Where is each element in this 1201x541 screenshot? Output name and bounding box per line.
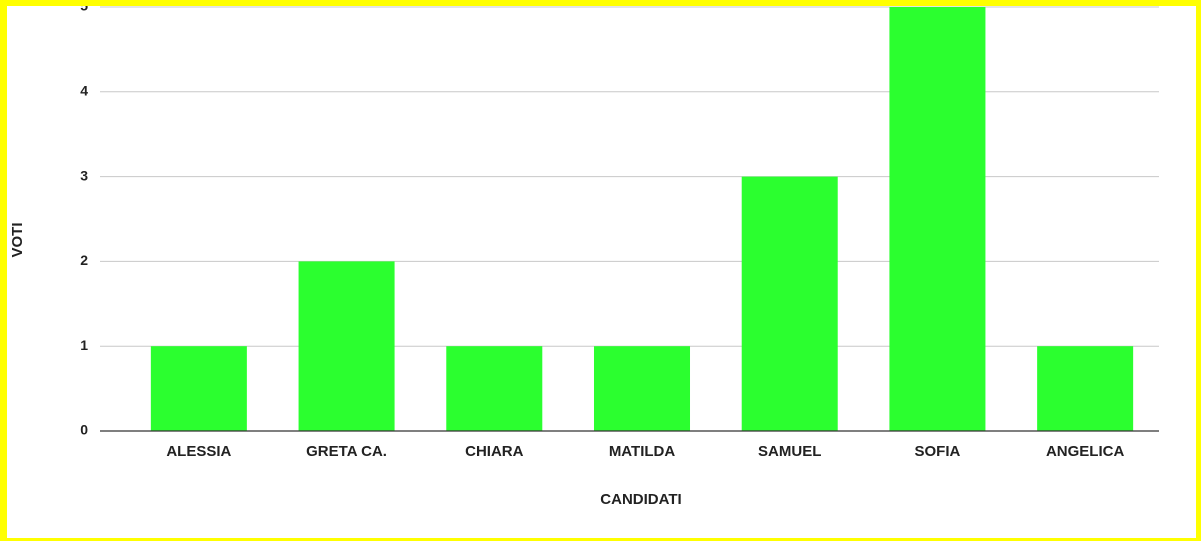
y-tick-label: 4 [80, 83, 88, 99]
bar [741, 176, 838, 431]
frame-top [0, 0, 1201, 6]
frame-left [0, 0, 7, 541]
y-tick-label: 2 [80, 252, 88, 268]
frame-bottom [0, 538, 1201, 541]
x-tick-label: SAMUEL [758, 443, 821, 460]
frame-right [1196, 0, 1201, 541]
x-tick-label: MATILDA [609, 443, 676, 460]
y-tick-label: 3 [80, 167, 88, 183]
x-axis-title: CANDIDATI [600, 491, 681, 508]
y-tick-label: 1 [80, 337, 88, 353]
bar [150, 346, 247, 431]
bar [889, 7, 986, 431]
bar [593, 346, 691, 431]
x-tick-label: ANGELICA [1046, 443, 1125, 460]
x-tick-label: ALESSIA [166, 443, 231, 460]
bar [446, 346, 543, 431]
x-tick-label: CHIARA [465, 443, 523, 460]
x-tick-label: GRETA CA. [306, 443, 387, 460]
x-tick-label: SOFIA [915, 443, 961, 460]
bar [298, 261, 395, 431]
y-axis-title: VOTI [9, 222, 26, 257]
bar [1037, 346, 1134, 431]
y-tick-label: 0 [80, 422, 88, 438]
plot: 0 1 2 3 4 5 ALESSIA GRETA CA. CHIARA MATILDA SAMUE… [80, 0, 1159, 460]
y-tick-label: 5 [80, 0, 88, 14]
